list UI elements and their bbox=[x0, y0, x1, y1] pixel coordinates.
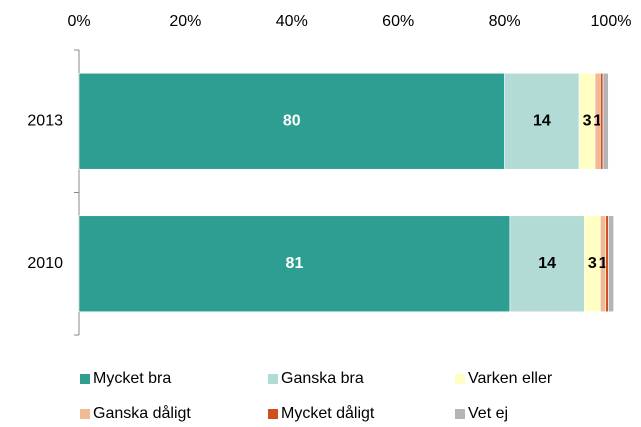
legend-swatch bbox=[455, 374, 465, 384]
x-tick-label: 40% bbox=[276, 13, 308, 30]
data-label: 3 bbox=[583, 112, 592, 129]
bar-segment bbox=[605, 215, 609, 313]
legend-swatch bbox=[268, 374, 278, 384]
data-label: 80 bbox=[283, 112, 301, 129]
legend-swatch bbox=[455, 409, 465, 419]
bar-segment bbox=[600, 72, 604, 170]
legend-swatch bbox=[80, 409, 90, 419]
legend-swatch bbox=[268, 409, 278, 419]
data-label: 1 bbox=[599, 255, 608, 272]
data-label: 3 bbox=[588, 255, 597, 272]
bar-segment bbox=[78, 215, 511, 313]
legend-label: Vet ej bbox=[468, 405, 508, 422]
data-label: 1 bbox=[593, 112, 602, 129]
bar-segment bbox=[608, 215, 614, 313]
legend-swatch bbox=[80, 374, 90, 384]
data-label: 14 bbox=[533, 112, 551, 129]
x-tick-label: 80% bbox=[489, 13, 521, 30]
legend-label: Ganska bra bbox=[281, 370, 364, 387]
legend-label: Ganska dåligt bbox=[93, 404, 191, 422]
x-tick-label: 100% bbox=[591, 13, 632, 30]
x-tick-label: 60% bbox=[382, 13, 414, 30]
data-label: 14 bbox=[538, 255, 556, 272]
bar-segment bbox=[602, 72, 609, 170]
bar-segment bbox=[504, 72, 580, 170]
x-tick-label: 20% bbox=[169, 13, 201, 30]
x-tick-label: 0% bbox=[67, 13, 90, 30]
data-label: 81 bbox=[286, 255, 304, 272]
legend-label: Varken eller bbox=[468, 370, 553, 387]
legend-label: Mycket bra bbox=[93, 370, 171, 387]
bar-segment bbox=[78, 72, 505, 170]
y-tick-label: 2013 bbox=[27, 112, 63, 129]
y-tick-label: 2010 bbox=[27, 255, 63, 272]
legend-label: Mycket dåligt bbox=[281, 404, 375, 422]
bar-segment bbox=[509, 215, 585, 313]
